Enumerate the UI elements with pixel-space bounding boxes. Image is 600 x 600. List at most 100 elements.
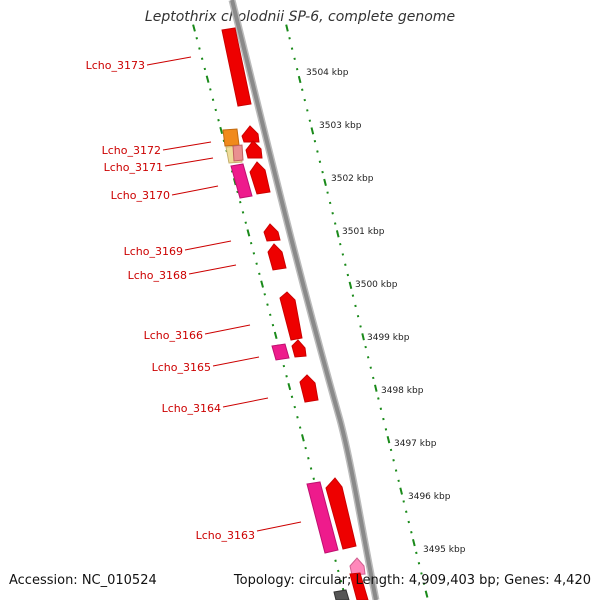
minor-tick xyxy=(249,241,253,245)
gene-label-lcho-3163[interactable]: Lcho_3163 xyxy=(196,529,255,542)
major-tick xyxy=(219,126,224,135)
major-tick xyxy=(348,281,353,289)
minor-tick xyxy=(364,345,367,349)
gene-label-lcho-3166[interactable]: Lcho_3166 xyxy=(144,329,203,342)
gene-label-lcho-3165[interactable]: Lcho_3165 xyxy=(152,361,211,374)
major-tick xyxy=(192,24,196,32)
gene-block-lcho-3165-red[interactable] xyxy=(291,339,307,358)
kbp-label-group: 3504 kbp 3503 kbp 3502 kbp 3501 kbp 3500… xyxy=(306,68,466,555)
minor-tick xyxy=(244,221,247,224)
kbp-label: 3501 kbp xyxy=(342,227,385,237)
minor-tick xyxy=(266,303,269,306)
gene-block-bottom-red[interactable] xyxy=(349,572,369,600)
gene-label-lcho-3173[interactable]: Lcho_3173 xyxy=(86,59,145,72)
minor-tick xyxy=(321,170,324,174)
major-tick xyxy=(310,127,315,135)
minor-tick xyxy=(312,477,315,480)
major-tick xyxy=(374,384,378,392)
inner-tick-ring xyxy=(192,24,346,596)
minor-tick xyxy=(252,252,256,255)
major-tick xyxy=(399,487,403,495)
gene-label-group: Lcho_3173 Lcho_3172 Lcho_3171 Lcho_3170 … xyxy=(86,56,302,542)
gene-block-lcho-3165-magenta[interactable] xyxy=(271,343,290,361)
minor-tick xyxy=(271,323,275,327)
gene-label-lcho-3168[interactable]: Lcho_3168 xyxy=(128,269,187,282)
genome-title: Leptothrix cholodnii SP-6, complete geno… xyxy=(144,9,456,25)
accession-text: Accession: NC_010524 xyxy=(9,573,157,588)
minor-tick xyxy=(359,325,362,328)
minor-tick xyxy=(417,561,421,565)
gene-block-lcho-3163-red[interactable] xyxy=(325,477,357,550)
kbp-label: 3496 kbp xyxy=(408,492,451,502)
kbp-label: 3504 kbp xyxy=(306,68,349,78)
major-tick xyxy=(260,280,264,288)
minor-tick xyxy=(344,263,347,266)
gene-leader-line xyxy=(188,264,237,275)
minor-tick xyxy=(392,459,395,462)
minor-tick xyxy=(198,47,201,50)
minor-tick xyxy=(295,67,299,71)
gene-block-lcho-3173[interactable] xyxy=(221,27,252,107)
major-tick xyxy=(412,538,416,547)
major-tick xyxy=(323,178,327,187)
major-tick xyxy=(205,75,210,83)
gene-block-pink-small[interactable] xyxy=(232,144,244,162)
minor-tick xyxy=(351,294,355,297)
minor-tick xyxy=(328,201,332,205)
gene-block-orange[interactable] xyxy=(222,128,240,147)
gene-label-lcho-3171[interactable]: Lcho_3171 xyxy=(104,161,163,174)
minor-tick xyxy=(356,314,360,318)
gene-block-bottom-gray[interactable] xyxy=(333,589,350,600)
kbp-label: 3498 kbp xyxy=(381,386,424,396)
major-tick xyxy=(361,333,365,341)
gene-block-upper-red[interactable] xyxy=(241,125,260,143)
major-tick xyxy=(301,434,305,442)
minor-tick xyxy=(318,160,322,164)
gene-leader-line xyxy=(146,56,192,66)
minor-tick xyxy=(410,531,413,534)
kbp-label: 3497 kbp xyxy=(394,439,437,449)
minor-tick xyxy=(415,551,418,555)
minor-tick xyxy=(331,212,334,215)
minor-tick xyxy=(372,376,375,380)
major-tick xyxy=(335,230,340,238)
minor-tick xyxy=(303,98,306,102)
gene-blocks xyxy=(221,27,369,600)
minor-tick xyxy=(285,375,288,378)
minor-tick xyxy=(308,119,312,122)
gene-label-lcho-3170[interactable]: Lcho_3170 xyxy=(111,189,170,202)
gene-leader-line xyxy=(162,141,212,151)
minor-tick xyxy=(195,37,198,40)
minor-tick xyxy=(269,313,272,317)
gene-block-lcho-3171[interactable] xyxy=(245,140,263,159)
gene-block-lcho-3170-red[interactable] xyxy=(249,161,271,195)
gene-block-lcho-3164[interactable] xyxy=(299,374,319,403)
minor-tick xyxy=(339,579,343,583)
gene-leader-line xyxy=(171,185,219,196)
minor-tick xyxy=(304,446,307,450)
major-tick xyxy=(424,590,429,598)
minor-tick xyxy=(301,88,304,91)
gene-block-lcho-3168[interactable] xyxy=(267,243,287,271)
gene-label-lcho-3169[interactable]: Lcho_3169 xyxy=(124,245,183,258)
minor-tick xyxy=(405,510,408,513)
minor-tick xyxy=(296,416,299,419)
minor-tick xyxy=(217,118,220,122)
minor-tick xyxy=(407,520,410,524)
minor-tick xyxy=(379,407,383,411)
gene-leader-line xyxy=(212,356,260,367)
gene-block-lcho-3166[interactable] xyxy=(279,291,303,341)
kbp-label: 3495 kbp xyxy=(423,545,466,555)
gene-label-lcho-3172[interactable]: Lcho_3172 xyxy=(102,144,161,157)
gene-label-lcho-3164[interactable]: Lcho_3164 xyxy=(162,402,221,415)
minor-tick xyxy=(290,395,294,399)
minor-tick xyxy=(366,356,370,359)
minor-tick xyxy=(203,67,207,71)
minor-tick xyxy=(214,108,217,112)
gene-block-lcho-3163-magenta[interactable] xyxy=(306,481,339,554)
gene-block-lcho-3170-magenta[interactable] xyxy=(230,163,253,199)
minor-tick xyxy=(290,47,294,50)
gene-block-lcho-3169[interactable] xyxy=(263,223,281,242)
